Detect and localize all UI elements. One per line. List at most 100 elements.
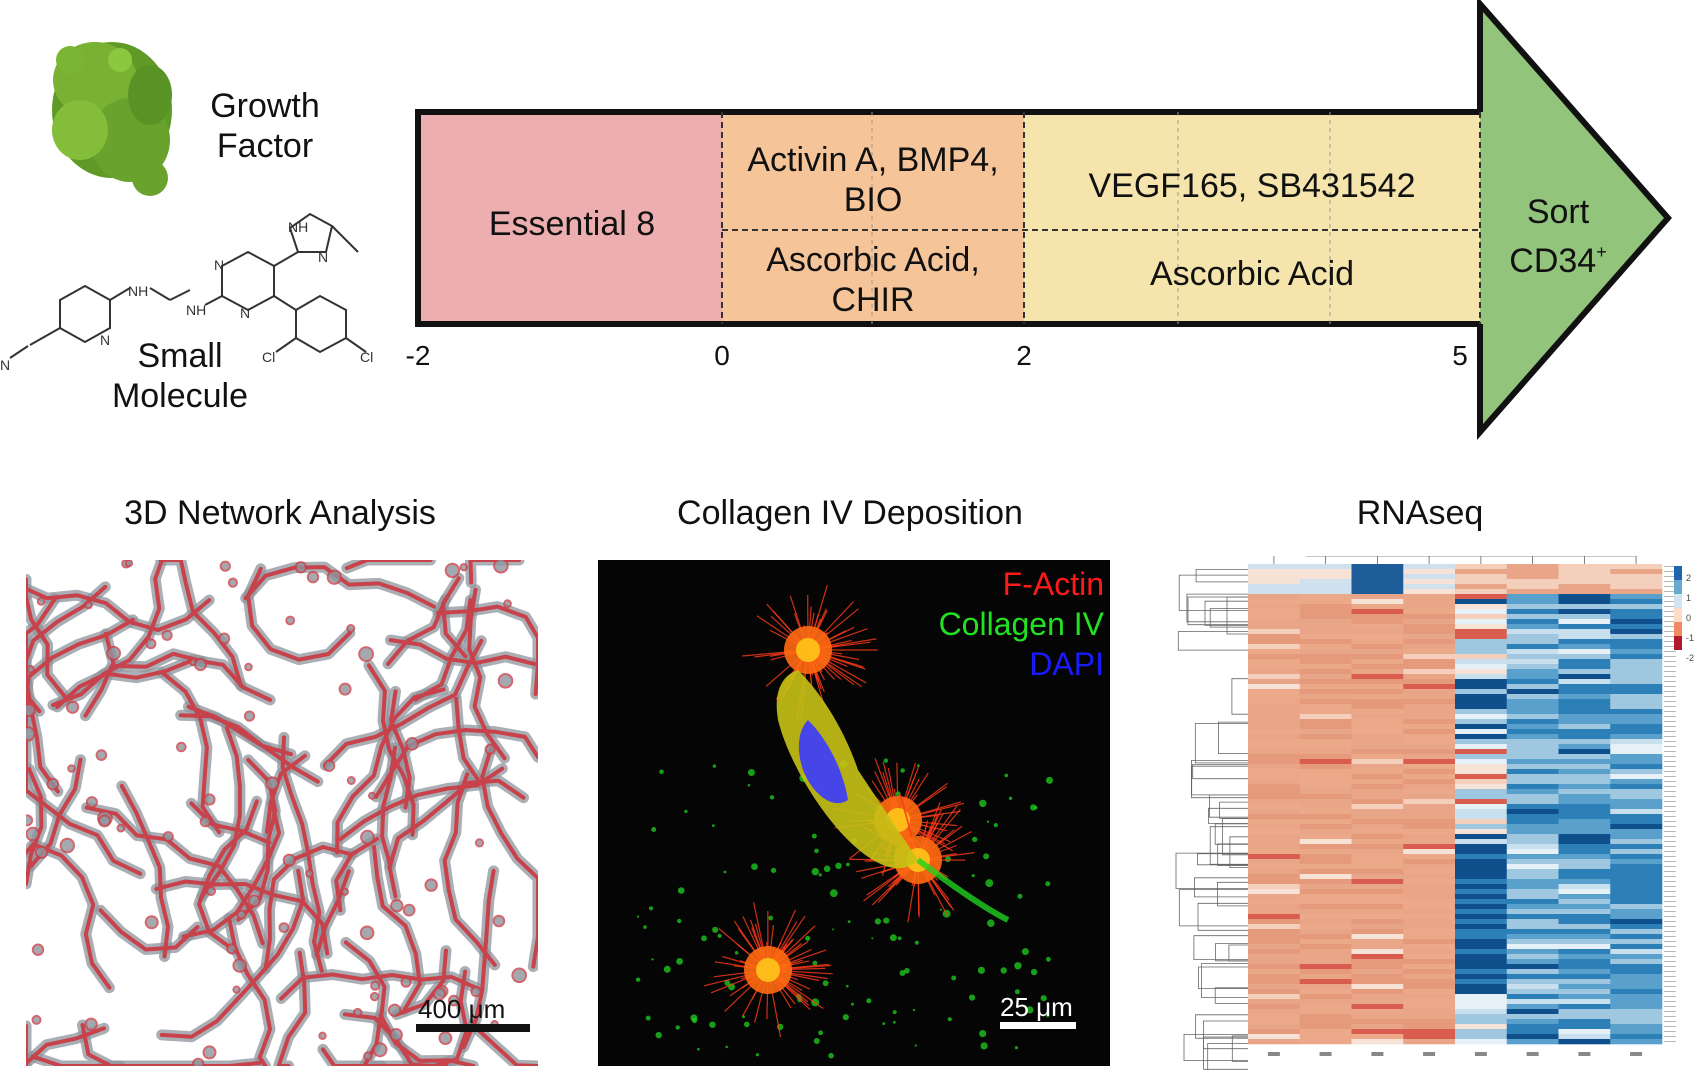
- heatmap-cell: [1610, 984, 1663, 990]
- heatmap-cell: [1610, 974, 1663, 980]
- collagen-speck: [1046, 776, 1053, 784]
- heatmap-cell: [1610, 989, 1663, 995]
- heatmap-cell: [1558, 594, 1611, 600]
- vessel-fragment: [363, 1051, 373, 1062]
- heatmap-cell: [1558, 789, 1611, 795]
- heatmap-cell: [1506, 899, 1559, 905]
- heatmap-cell: [1351, 969, 1404, 975]
- heatmap-cell: [1610, 574, 1663, 580]
- heatmap-cell: [1299, 964, 1352, 970]
- heatmap-cell: [1610, 694, 1663, 700]
- heatmap-cell: [1506, 674, 1559, 680]
- heatmap-cell: [1248, 924, 1301, 930]
- collagen-speck: [939, 908, 942, 911]
- heatmap-cell: [1299, 999, 1352, 1005]
- collagen-speck: [883, 917, 890, 924]
- vessel-fragment: [359, 925, 375, 941]
- heatmap-cell: [1610, 739, 1663, 745]
- heatmap-cell: [1403, 939, 1456, 945]
- collagen-speck: [692, 1017, 698, 1024]
- heatmap-cell: [1299, 854, 1352, 860]
- vessel-fragment: [294, 561, 307, 574]
- heatmap-cell: [1558, 579, 1611, 585]
- heatmap-cell: [1351, 609, 1404, 615]
- heatmap-cell: [1403, 664, 1456, 670]
- heatmap-cell: [1403, 919, 1456, 925]
- collagen-speck: [712, 764, 717, 768]
- heatmap-cell: [1299, 804, 1352, 810]
- heatmap-cell: [1558, 699, 1611, 705]
- heatmap-cell: [1351, 834, 1404, 840]
- heatmap-cell: [1610, 919, 1663, 925]
- dendrogram-branch: [1231, 1035, 1248, 1062]
- heatmap-cell: [1351, 774, 1404, 780]
- heatmap-cell: [1248, 789, 1301, 795]
- heatmap-cell: [1455, 1009, 1508, 1015]
- heatmap-cell: [1403, 719, 1456, 725]
- heatmap-cell: [1248, 1004, 1301, 1010]
- dendrogram-branch: [1214, 987, 1248, 1004]
- dendrogram-branch: [1204, 600, 1248, 626]
- heatmap-cell: [1248, 614, 1301, 620]
- collagen-speck: [882, 1022, 886, 1025]
- heatmap-cell: [1558, 644, 1611, 650]
- dendrogram-branch: [1195, 1014, 1248, 1039]
- heatmap-cell: [1299, 784, 1352, 790]
- vessel-fragment: [36, 597, 46, 606]
- collagen-speck: [651, 827, 657, 832]
- heatmap-cell: [1455, 819, 1508, 825]
- heatmap-cell: [1299, 714, 1352, 720]
- dendrogram-branch: [1201, 963, 1248, 998]
- heatmap-cell: [1299, 694, 1352, 700]
- collagen-speck: [883, 758, 889, 763]
- heatmap-cell: [1455, 794, 1508, 800]
- heatmap-cell: [1248, 779, 1301, 785]
- heatmap-cell: [1455, 829, 1508, 835]
- heatmap-cell: [1455, 569, 1508, 575]
- heatmap-cell: [1610, 814, 1663, 820]
- heatmap-cell: [1455, 649, 1508, 655]
- heatmap-cell: [1455, 919, 1508, 925]
- heatmap-cell: [1248, 664, 1301, 670]
- heatmap-cell: [1299, 569, 1352, 575]
- vessel-fragment: [26, 703, 36, 718]
- heatmap-cell: [1506, 874, 1559, 880]
- heatmap-cell: [1455, 934, 1508, 940]
- collagen-speck: [1030, 968, 1038, 976]
- heatmap-cell: [1248, 799, 1301, 805]
- heatmap-cell: [1351, 679, 1404, 685]
- heatmap-cell: [1403, 714, 1456, 720]
- heatmap-cell: [1351, 934, 1404, 940]
- heatmap-cell: [1610, 764, 1663, 770]
- vessel-fragment: [232, 985, 241, 994]
- heatmap-cell: [1506, 909, 1559, 915]
- vessel-fragment: [492, 914, 506, 928]
- colorbar-tick: 2: [1686, 573, 1692, 583]
- heatmap-cell: [1610, 834, 1663, 840]
- heatmap-cell: [1610, 884, 1663, 890]
- heatmap-cell: [1403, 874, 1456, 880]
- heatmap-cell: [1299, 759, 1352, 765]
- heatmap-cell: [1403, 934, 1456, 940]
- heatmap-cell: [1248, 739, 1301, 745]
- heatmap-cell: [1558, 889, 1611, 895]
- heatmap-cell: [1248, 979, 1301, 985]
- heatmap-cell: [1506, 1014, 1559, 1020]
- vessel-segment: [461, 868, 496, 1049]
- svg-text:N: N: [240, 305, 250, 321]
- heatmap-cell: [1455, 689, 1508, 695]
- heatmap-cell: [1610, 629, 1663, 635]
- heatmap-cell: [1248, 929, 1301, 935]
- colorbar-tick: 1: [1686, 593, 1692, 603]
- heatmap-cell: [1248, 574, 1301, 580]
- heatmap-cell: [1299, 599, 1352, 605]
- heatmap-cell: [1403, 779, 1456, 785]
- heatmap-cell: [1610, 949, 1663, 955]
- small-molecule-label: Small Molecule: [111, 337, 249, 415]
- sample-label-mark: [1423, 1052, 1436, 1056]
- vessel-segment: [98, 908, 200, 952]
- heatmap-graphic: [1175, 556, 1682, 1070]
- heatmap-cell: [1506, 679, 1559, 685]
- collagen-speck: [635, 977, 641, 982]
- heatmap-cell: [1455, 629, 1508, 635]
